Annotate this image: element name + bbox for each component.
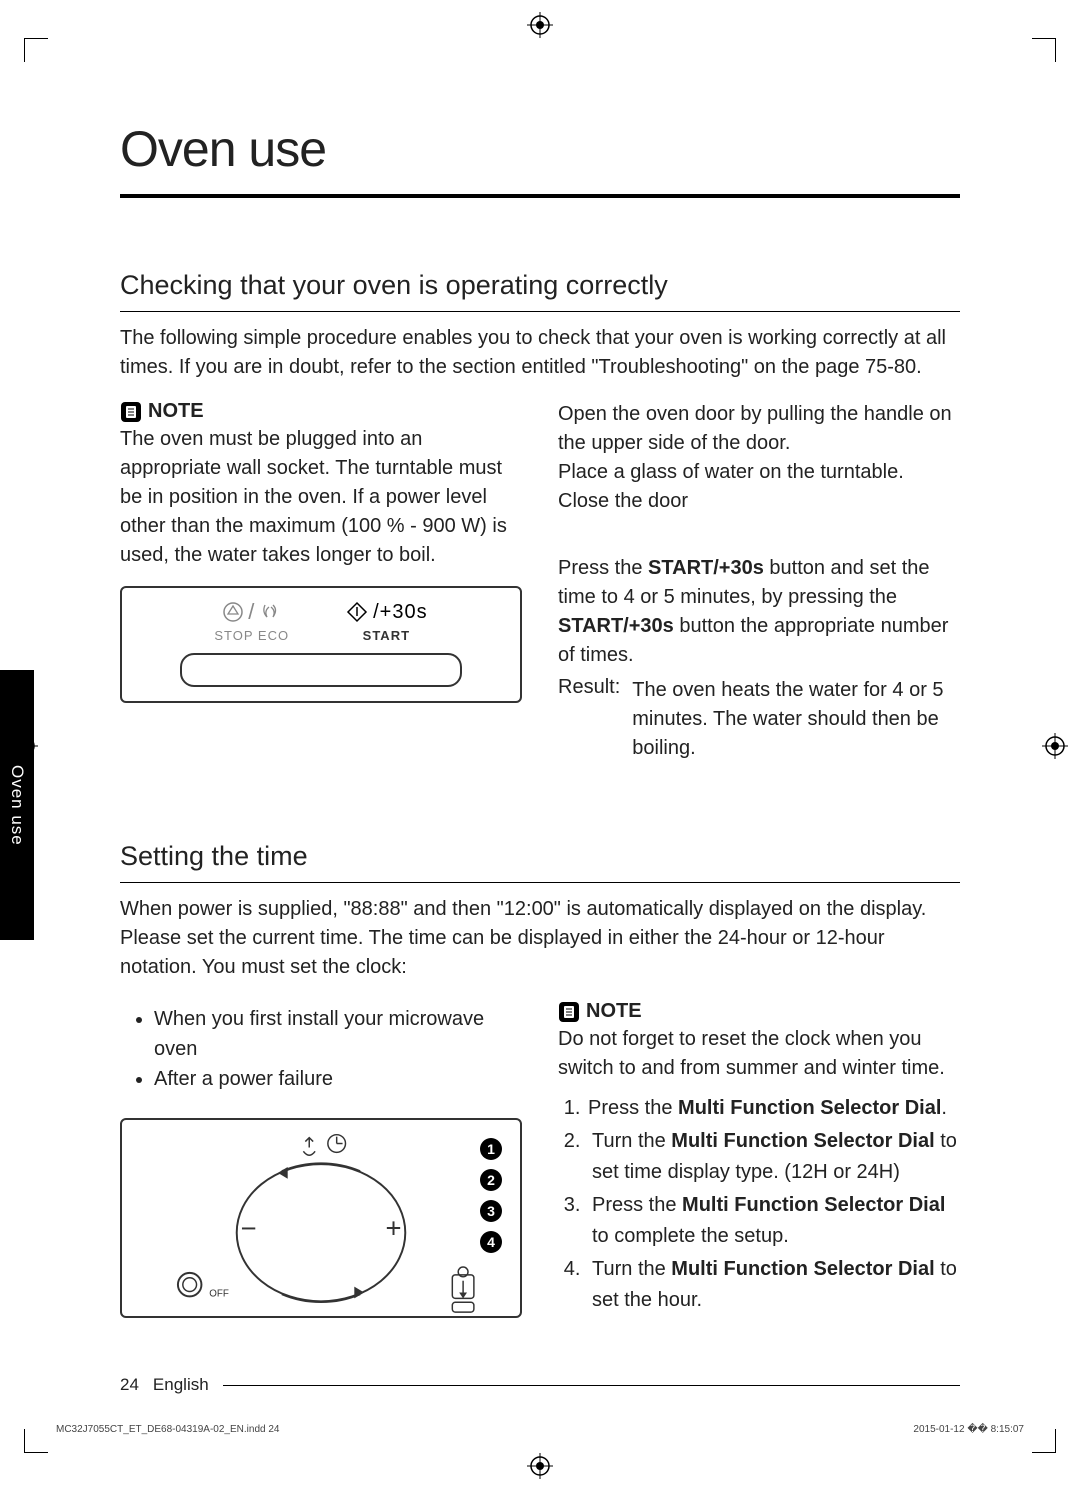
step-badge: 1	[480, 1138, 502, 1160]
step-badge: 4	[480, 1231, 502, 1253]
step-badge: 2	[480, 1169, 502, 1191]
list-item: Press the Multi Function Selector Dial t…	[586, 1190, 960, 1252]
footnote-right: 2015-01-12 �� 8:15:07	[913, 1424, 1024, 1435]
page-title: Oven use	[120, 120, 960, 198]
stop-caption: STOP ECO	[214, 628, 289, 643]
note-text: The oven must be plugged into an appropr…	[120, 425, 522, 570]
start-caption: START	[345, 628, 427, 643]
note-label: NOTE	[148, 400, 204, 423]
page-footer: 24 English	[120, 1375, 960, 1395]
list-item: Press the Multi Function Selector Dial.	[586, 1093, 960, 1124]
display-outline	[180, 653, 462, 687]
list-item: Turn the Multi Function Selector Dial to…	[586, 1254, 960, 1316]
svg-text:−: −	[240, 1213, 256, 1244]
page-number: 24	[120, 1375, 139, 1395]
crop-mark	[1032, 38, 1056, 62]
stop-eco-icon: /	[214, 598, 289, 626]
section-heading-check: Checking that your oven is operating cor…	[120, 270, 960, 312]
instruction-open-door: Open the oven door by pulling the handle…	[558, 400, 960, 516]
list-item: When you first install your microwave ov…	[154, 1004, 522, 1064]
result-label: Result:	[558, 676, 620, 763]
footnote-left: MC32J7055CT_ET_DE68-04319A-02_EN.indd 24	[56, 1424, 279, 1435]
list-item: After a power failure	[154, 1064, 522, 1094]
registration-mark-icon	[527, 1453, 553, 1479]
svg-text:+: +	[386, 1213, 402, 1244]
steps-list: Press the Multi Function Selector Dial. …	[558, 1093, 960, 1316]
registration-mark-icon	[1042, 733, 1068, 759]
print-footnote: MC32J7055CT_ET_DE68-04319A-02_EN.indd 24…	[56, 1424, 1024, 1435]
svg-text:OFF: OFF	[209, 1288, 229, 1299]
footer-lang: English	[153, 1375, 209, 1395]
step-badge: 3	[480, 1200, 502, 1222]
section-heading-time: Setting the time	[120, 841, 960, 883]
instruction-press-start: Press the START/+30s button and set the …	[558, 554, 960, 670]
side-tab-label: Oven use	[7, 765, 27, 846]
dial-panel-diagram: − + OFF	[120, 1118, 522, 1318]
note-text: Do not forget to reset the clock when yo…	[558, 1025, 960, 1083]
bullet-list: When you first install your microwave ov…	[120, 1004, 522, 1094]
note-label: NOTE	[586, 1000, 642, 1023]
start-icon: ◇/+30s /+30s	[345, 598, 427, 626]
list-item: Turn the Multi Function Selector Dial to…	[586, 1126, 960, 1188]
control-panel-diagram: / STOP ECO ◇/+30s /+30s START	[120, 586, 522, 703]
crop-mark	[24, 1429, 48, 1453]
section-intro-time: When power is supplied, "88:88" and then…	[120, 895, 960, 982]
crop-mark	[1032, 1429, 1056, 1453]
registration-mark-icon	[527, 12, 553, 38]
note-icon	[558, 1001, 580, 1023]
result-text: The oven heats the water for 4 or 5 minu…	[632, 676, 960, 763]
crop-mark	[24, 38, 48, 62]
side-tab: Oven use	[0, 670, 34, 940]
section-intro: The following simple procedure enables y…	[120, 324, 960, 382]
note-icon	[120, 401, 142, 423]
